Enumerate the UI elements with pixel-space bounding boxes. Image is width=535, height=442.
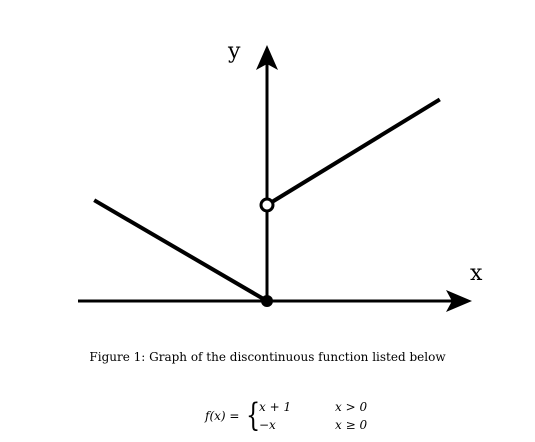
closed-point-marker [261,295,273,307]
function-graph: y x [78,39,483,312]
formula-brace: { [246,396,261,434]
case-condition: x ≥ 0 [335,418,368,432]
formula-lhs: f(x) = [205,409,240,423]
series-line-2 [265,97,441,207]
y-axis-arrowhead [256,45,278,70]
case-condition: x > 0 [335,400,368,414]
piecewise-formula: f(x) = { x + 1 x > 0 −x x ≥ 0 [205,396,425,438]
y-axis-label: y [227,39,241,64]
x-axis-label: x [470,261,483,286]
case-expression: −x [259,418,276,432]
figure-caption: Figure 1: Graph of the discontinuous fun… [89,350,446,364]
open-point-marker [259,197,275,213]
case-expression: x + 1 [259,400,292,414]
x-axis-arrowhead [446,290,472,312]
series-line-1 [93,198,269,303]
